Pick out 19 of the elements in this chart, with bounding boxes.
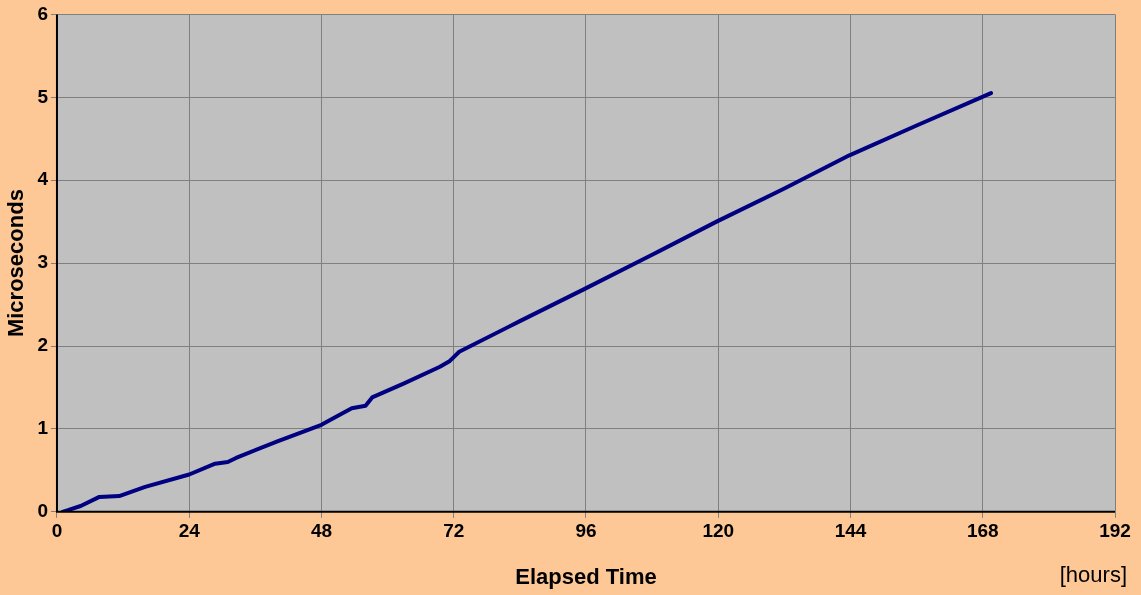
x-tick-label: 72 [443,520,465,542]
x-tick-label: 120 [702,520,735,542]
y-axis-title: Microseconds [3,189,29,338]
x-tick-label: 48 [310,520,333,542]
x-tick-label: 24 [178,520,201,542]
y-tick-label: 0 [37,500,48,522]
x-tick-label: 192 [1099,520,1131,542]
y-tick-label: 6 [37,2,48,24]
x-tick-label: 144 [834,520,867,542]
x-axis-title: Elapsed Time [515,563,657,589]
text: [hours] [1059,562,1127,588]
x-tick-label: 168 [966,520,999,542]
y-tick-label: 2 [37,334,48,356]
y-tick-label: 3 [37,251,48,273]
y-tick-label: 4 [37,168,49,190]
x-tick-label: 0 [51,520,63,542]
y-tick-label: 5 [37,85,49,107]
y-tick-label: 1 [37,417,49,439]
x-tick-label: 96 [575,520,597,542]
